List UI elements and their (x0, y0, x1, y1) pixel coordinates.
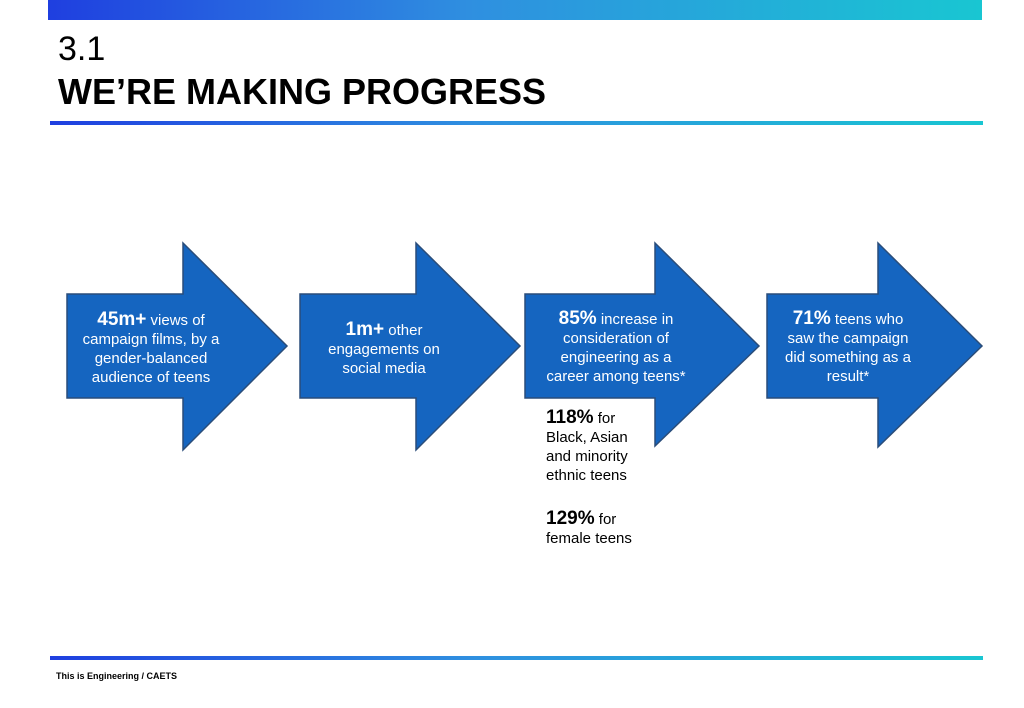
arrow-description: views of campaign films, by a gender-bal… (82, 312, 220, 386)
arrow-description: increase in consideration of engineering… (546, 311, 686, 385)
title-divider (50, 121, 983, 125)
sub-stat-description: for female teens (546, 511, 632, 547)
arrow-shape-1 (66, 241, 289, 452)
arrow-label-1: 45m+ views of campaign films, by a gende… (76, 310, 226, 387)
arrow-description: other engagements on social media (328, 322, 440, 377)
arrow-value: 1m+ (345, 319, 385, 340)
arrow-label-2: 1m+ other engagements on social media (320, 320, 448, 378)
arrow-shape-3 (524, 241, 761, 448)
section-number: 3.1 (58, 30, 106, 68)
top-gradient-bar (48, 0, 982, 20)
arrow-shape-4 (766, 241, 984, 449)
footer-divider (50, 656, 983, 660)
page-title: WE’RE MAKING PROGRESS (58, 71, 547, 112)
sub-stat-1: 118% for Black, Asian and minority ethni… (546, 408, 656, 485)
arrow-value: 71% (792, 308, 831, 329)
sub-stat-value: 118% (546, 407, 594, 428)
arrow-value: 45m+ (97, 309, 147, 330)
arrow-label-4: 71% teens who saw the campaign did somet… (779, 309, 917, 386)
sub-stat-2: 129% for female teens (546, 509, 646, 548)
arrow-label-3: 85% increase in consideration of enginee… (540, 309, 692, 386)
sub-stat-description: for Black, Asian and minority ethnic tee… (546, 410, 628, 484)
arrow-value: 85% (558, 308, 597, 329)
footer-text: This is Engineering / CAETS (56, 671, 178, 681)
arrow-shape-2 (299, 241, 522, 452)
arrow-description: teens who saw the campaign did something… (785, 311, 911, 385)
sub-stat-value: 129% (546, 508, 595, 529)
